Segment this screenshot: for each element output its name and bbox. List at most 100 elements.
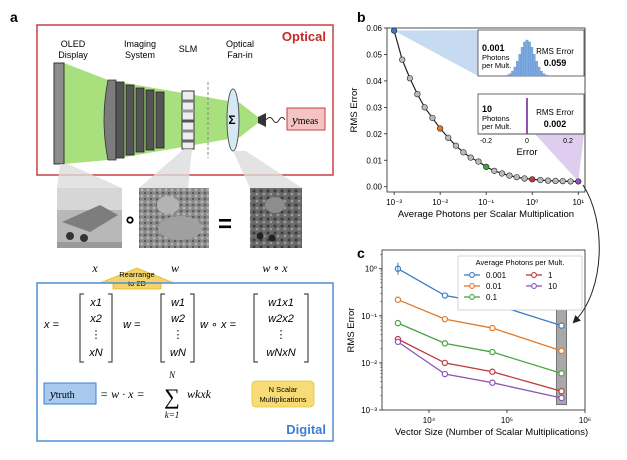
chart-b-point	[559, 178, 566, 185]
chart-c-legend-label: 0.01	[486, 282, 502, 291]
chart-b-ytick-label: 0.00	[366, 183, 382, 192]
chart-b-point	[429, 114, 436, 122]
chart-b-point	[537, 176, 544, 184]
histogram-bar	[537, 66, 541, 77]
y-truth-box	[43, 382, 97, 405]
fanin-label-2: Fan-in	[227, 50, 253, 60]
svg-text:x2: x2	[89, 313, 102, 325]
chart-c-legend	[457, 255, 583, 311]
chart-b-point	[406, 75, 413, 82]
histogram-bar	[520, 47, 524, 77]
histogram-bar	[540, 70, 543, 77]
histogram-bar	[518, 54, 522, 77]
histogram-bar	[530, 47, 534, 77]
svg-text:⋮: ⋮	[276, 329, 287, 341]
histogram-bar	[511, 70, 514, 77]
inset-bottom-photons-l1: Photons	[482, 114, 510, 123]
chart-c-series-line	[397, 341, 562, 399]
histogram-bar	[516, 61, 519, 77]
chart-c-legend-title: Average Photons per Mult.	[476, 258, 565, 267]
chart-b-point	[437, 125, 444, 132]
sum-term: wkxk	[187, 387, 212, 401]
equation-rhs: = w · x =	[100, 387, 145, 401]
sum-upper: N	[168, 370, 176, 380]
imaging-barrel-2	[125, 84, 135, 156]
oled-label-1: OLED	[61, 39, 86, 49]
chart-c-xlabel: Vector Size (Number of Scalar Multiplica…	[395, 427, 588, 438]
y-meas-label: ymeas	[290, 112, 318, 127]
image-x-label: x	[91, 261, 98, 275]
imaging-barrel-4	[145, 89, 155, 151]
digital-box	[36, 282, 334, 442]
chart-b: 0.00 0.01 0.02 0.03 0.04 0.05 0.06 10⁻³ 10⁻² 10⁻¹…	[349, 24, 586, 220]
sum-lower: k=1	[165, 410, 180, 420]
chart-b-point	[567, 178, 574, 185]
detector	[258, 113, 266, 127]
chart-c-point	[394, 296, 402, 303]
chart-c-point	[489, 379, 496, 386]
n-scalar-badge	[251, 380, 315, 408]
chart-b-point	[414, 91, 421, 98]
inset-tick-neg: -0.2	[480, 138, 492, 145]
svg-text:w =: w =	[123, 319, 141, 331]
panel-a-label: a	[10, 9, 18, 25]
histogram-bar	[508, 73, 512, 77]
chart-c-point	[394, 319, 402, 327]
svg-text:x1: x1	[89, 297, 102, 309]
chart-b-ylabel: RMS Error	[349, 88, 360, 133]
inset-top: 0.001 Photons per Mult. RMS Error 0.059	[477, 29, 585, 77]
chart-c: 10⁻³ 10⁻² 10⁻¹ 10⁰ 10⁴ 10⁵ 10⁶ Vector Size (Num…	[346, 249, 591, 438]
svg-text:wNxN: wNxN	[266, 347, 295, 359]
image-wx-label: w ∘ x	[262, 261, 288, 275]
svg-text:x =: x =	[43, 319, 60, 331]
inset-bottom-photons-value: 10	[482, 104, 492, 114]
chart-c-legend-label: 0.001	[486, 271, 507, 280]
inset-bottom-rms-value: 0.002	[544, 119, 567, 129]
chart-c-point	[558, 370, 565, 377]
histogram-bar	[544, 74, 548, 77]
histogram-bar	[513, 66, 517, 77]
chart-b-ytick-label: 0.04	[366, 77, 382, 86]
chart-c-point	[441, 359, 449, 367]
optical-title: Optical	[282, 29, 326, 44]
vector-w: w = w1 w2 ⋮ wN	[123, 293, 195, 363]
histogram-bar	[532, 54, 536, 77]
svg-text:w2: w2	[171, 313, 185, 325]
image-x	[57, 188, 122, 248]
chart-b-point	[460, 149, 467, 156]
chart-b-ytick-label: 0.06	[366, 24, 382, 33]
chart-b-point	[445, 134, 452, 141]
imaging-barrel-1	[115, 81, 125, 159]
svg-text:⋮: ⋮	[91, 329, 102, 341]
chart-b-point	[544, 177, 552, 184]
equals-operator: =	[218, 211, 232, 238]
inset-xlabel: Error	[516, 147, 537, 158]
vector-wx: w ∘ x = w1x1 w2x2 ⋮ wNxN	[200, 293, 309, 363]
imaging-barrel-3	[135, 87, 145, 153]
chart-b-point	[498, 170, 506, 177]
chart-c-point	[558, 322, 565, 329]
vector-x: x = x1 x2 ⋮ xN	[43, 293, 113, 363]
chart-c-point	[489, 348, 496, 356]
rearrange-label-1: Rearrange	[119, 270, 154, 279]
chart-c-xtick-label: 10⁶	[579, 416, 591, 425]
chart-b-point	[399, 56, 406, 63]
slm-label: SLM	[179, 44, 198, 54]
chart-b-point	[452, 142, 460, 149]
y-truth-label: ytruth	[48, 386, 75, 401]
chart-c-xtick-label: 10⁴	[423, 416, 436, 425]
sum-symbol: ∑	[164, 384, 180, 409]
inset-top-pointer	[394, 30, 478, 76]
histogram-bar	[542, 73, 546, 77]
chart-c-point	[441, 292, 449, 299]
chart-b-point	[467, 154, 474, 161]
light-beam-focus	[240, 103, 258, 137]
svg-text:wN: wN	[170, 347, 186, 359]
chart-c-point	[489, 368, 496, 375]
chart-b-xtick-label: 10⁻¹	[478, 198, 494, 207]
inset-top-rms-label: RMS Error	[536, 47, 574, 56]
svg-text:w ∘ x =: w ∘ x =	[200, 319, 236, 331]
inset-top-histogram	[506, 39, 548, 77]
histogram-bar	[506, 74, 510, 77]
